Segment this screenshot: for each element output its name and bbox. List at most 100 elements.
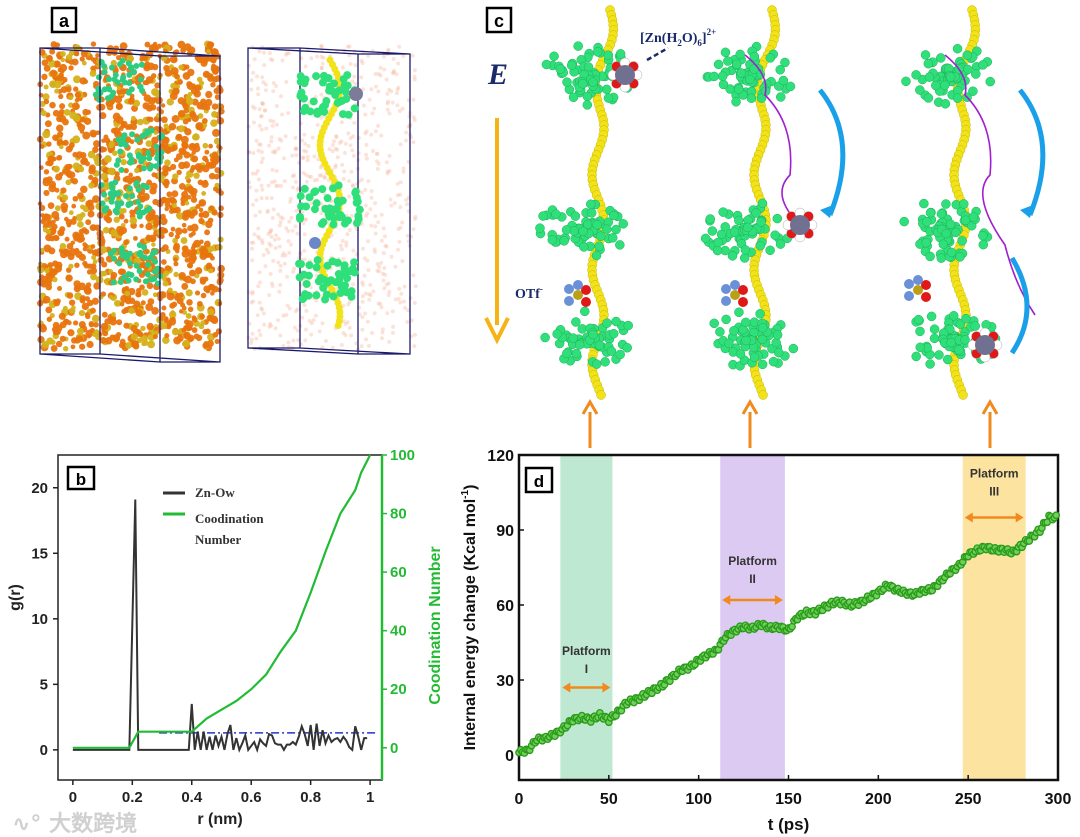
- water-molecule: [89, 129, 97, 138]
- water-molecule: [77, 192, 84, 200]
- water-molecule: [153, 89, 162, 98]
- water-molecule: [210, 119, 218, 127]
- water-molecule: [74, 51, 80, 57]
- water-molecule: [162, 280, 169, 287]
- platform-band: [720, 455, 785, 780]
- water-molecule: [47, 262, 54, 268]
- water-molecule: [40, 110, 47, 117]
- water-molecule: [63, 248, 69, 254]
- water-molecule: [185, 289, 193, 297]
- water-molecule: [68, 248, 77, 257]
- water-molecule: [120, 222, 126, 228]
- water-molecule: [123, 239, 129, 246]
- y-tick-label: 30: [496, 673, 514, 690]
- x-tick-label: 200: [865, 791, 892, 808]
- water-molecule: [41, 215, 48, 222]
- water-molecule: [136, 194, 142, 200]
- water-molecule: [137, 118, 144, 126]
- water-molecule: [200, 292, 207, 299]
- water-molecule: [48, 180, 57, 189]
- water-molecule: [77, 221, 84, 228]
- water-molecule: [214, 94, 221, 100]
- water-molecule: [81, 302, 90, 311]
- water-molecule: [71, 203, 77, 209]
- water-molecule: [66, 222, 72, 228]
- water-molecule: [59, 144, 64, 150]
- y-tick-label: 120: [487, 448, 514, 465]
- water-molecule: [120, 122, 126, 128]
- water-molecule: [44, 267, 50, 274]
- platform-band: [560, 455, 613, 780]
- water-molecule: [63, 108, 71, 116]
- water-molecule: [166, 197, 172, 203]
- water-molecule: [41, 59, 49, 67]
- water-molecule: [116, 103, 123, 110]
- water-molecule: [208, 172, 216, 180]
- water-molecule: [79, 129, 85, 134]
- water-molecule: [190, 196, 198, 203]
- water-molecule: [133, 300, 141, 308]
- water-molecule: [60, 57, 66, 63]
- water-molecule: [151, 172, 157, 178]
- water-molecule: [173, 157, 179, 163]
- water-molecule: [42, 295, 51, 304]
- water-molecule: [178, 161, 186, 170]
- water-molecule: [152, 292, 158, 298]
- x-tick-label: 250: [955, 791, 982, 808]
- water-molecule: [180, 237, 188, 244]
- water-molecule: [210, 82, 216, 88]
- panel-a-simulation-boxes: [36, 40, 418, 363]
- water-molecule: [44, 120, 52, 128]
- water-molecule: [49, 313, 55, 319]
- water-molecule: [66, 292, 74, 299]
- water-molecule: [191, 242, 198, 249]
- water-molecule: [202, 328, 208, 335]
- water-molecule: [54, 205, 61, 212]
- water-molecule: [145, 222, 153, 231]
- water-molecule: [45, 306, 53, 314]
- water-molecule: [205, 90, 213, 99]
- water-molecule: [73, 75, 81, 84]
- water-molecule: [140, 325, 146, 332]
- water-molecule: [49, 48, 56, 55]
- water-molecule: [43, 64, 51, 72]
- water-molecule: [68, 210, 74, 216]
- water-molecule: [118, 342, 125, 349]
- water-molecule: [132, 99, 141, 108]
- water-molecule: [141, 289, 149, 296]
- water-molecule: [111, 312, 116, 317]
- water-molecule: [59, 103, 66, 110]
- water-molecule: [102, 330, 109, 337]
- water-molecule: [151, 307, 159, 315]
- water-molecule: [181, 250, 190, 258]
- x-tick-label: 0: [515, 791, 524, 808]
- energy-data-point: [1052, 511, 1061, 520]
- y-tick-label: 60: [496, 598, 514, 615]
- water-molecule: [72, 151, 78, 158]
- water-molecule: [100, 322, 109, 331]
- water-molecule: [86, 333, 92, 339]
- water-molecule: [82, 108, 89, 116]
- x-tick-label: 50: [600, 791, 618, 808]
- water-molecule: [101, 311, 108, 318]
- watermark-text: 大数跨境: [49, 812, 138, 837]
- water-molecule: [199, 239, 204, 245]
- water-molecule: [210, 48, 219, 57]
- water-molecule: [123, 322, 130, 329]
- water-molecule: [212, 186, 218, 192]
- water-molecule: [184, 257, 190, 263]
- water-molecule: [52, 109, 60, 117]
- platform-label: Platform: [728, 554, 777, 568]
- water-molecule: [163, 123, 169, 129]
- water-molecule: [170, 226, 176, 232]
- water-molecule: [81, 60, 87, 66]
- water-molecule: [87, 210, 95, 218]
- x-tick-label: 300: [1045, 791, 1072, 808]
- water-molecule: [46, 219, 53, 225]
- x-tick-label: 100: [685, 791, 712, 808]
- water-molecule: [178, 309, 184, 314]
- water-molecule: [88, 182, 95, 189]
- water-molecule: [101, 270, 108, 277]
- water-molecule: [214, 167, 221, 174]
